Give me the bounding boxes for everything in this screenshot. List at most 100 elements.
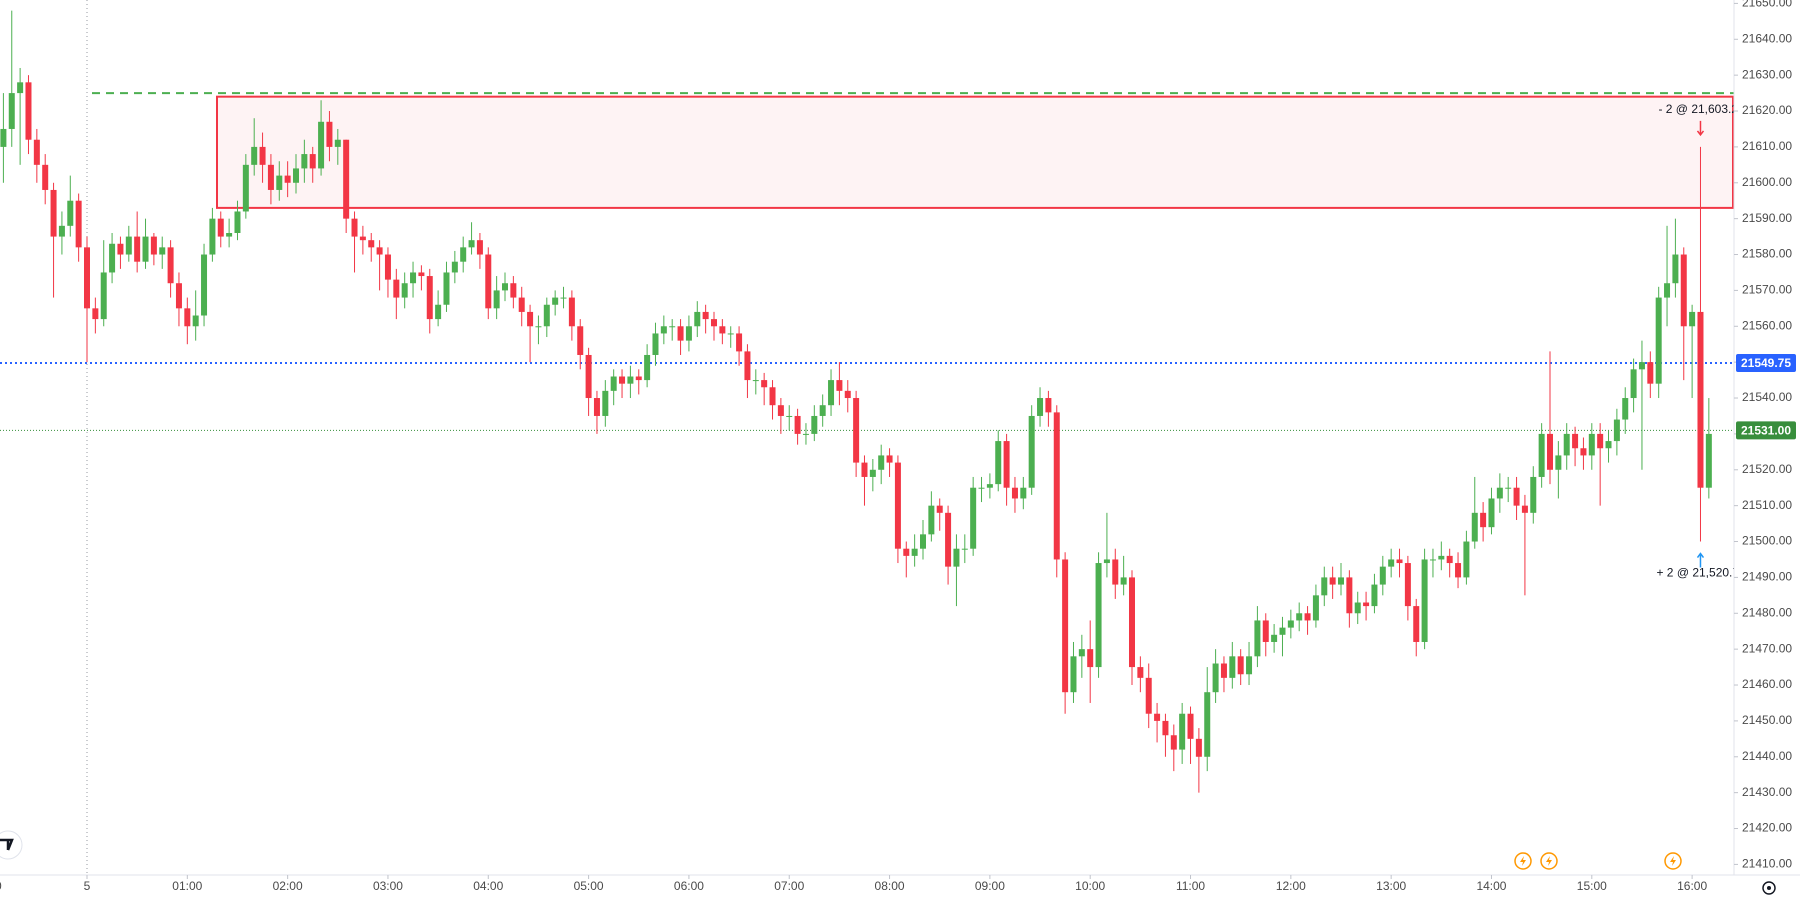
candle-body xyxy=(1547,433,1553,470)
candle-body xyxy=(970,487,977,549)
candle-body xyxy=(1371,584,1378,607)
event-icon[interactable] xyxy=(1540,852,1558,870)
x-tick-label: 05:00 xyxy=(574,879,604,893)
candle-body xyxy=(719,326,726,334)
candle-body xyxy=(1346,577,1353,614)
candle-body xyxy=(1480,512,1487,528)
candle-body xyxy=(802,433,809,435)
candle-body xyxy=(903,548,910,556)
candle-body xyxy=(1530,476,1537,513)
x-tick-label: 16:00 xyxy=(1677,879,1707,893)
candle-body xyxy=(67,200,74,226)
candle-body xyxy=(426,276,433,320)
candle-body xyxy=(326,121,333,147)
x-tick-label: 11:00 xyxy=(1176,879,1205,893)
candle-body xyxy=(1229,656,1236,678)
candle-body xyxy=(1580,448,1587,456)
y-tick-label: 21520.00 xyxy=(1742,462,1792,476)
candle-body xyxy=(368,240,375,248)
candle-body xyxy=(694,311,701,327)
candle-body xyxy=(58,225,65,237)
candle-body xyxy=(1438,555,1445,560)
y-tick-label: 21610.00 xyxy=(1742,139,1792,153)
candle-body xyxy=(794,415,801,434)
candle-body xyxy=(100,272,107,320)
candle-body xyxy=(1630,369,1637,399)
candle-body xyxy=(1011,487,1018,499)
candle-body xyxy=(460,247,467,262)
candle-body xyxy=(109,243,116,273)
candle-body xyxy=(928,505,935,535)
candle-body xyxy=(1689,311,1696,327)
event-icon[interactable] xyxy=(1514,852,1532,870)
candle-body xyxy=(1312,595,1319,621)
y-tick-label: 21450.00 xyxy=(1742,713,1792,727)
candle-body xyxy=(33,139,40,165)
candle-body xyxy=(1404,563,1411,607)
trade-label: + 2 @ 21,520.75 xyxy=(1656,566,1746,580)
candle-body xyxy=(1672,254,1679,284)
candle-body xyxy=(886,455,893,463)
candle-body xyxy=(50,189,57,237)
candle-body xyxy=(736,333,743,352)
candle-body xyxy=(527,311,534,327)
candle-body xyxy=(1471,512,1478,542)
candle-body xyxy=(1455,563,1462,578)
candle-body xyxy=(1396,559,1403,564)
candle-body xyxy=(702,311,709,320)
plot-area: - 2 @ 21,603.25 + 2 @ 21,520.75 xyxy=(0,0,1746,875)
settings-button[interactable] xyxy=(1762,881,1776,895)
y-tick-label: 21420.00 xyxy=(1742,821,1792,835)
candle-body xyxy=(786,415,793,417)
candle-body xyxy=(1045,398,1052,413)
candle-body xyxy=(1028,415,1035,488)
candle-body xyxy=(1103,559,1110,564)
candle-body xyxy=(167,247,174,284)
candle-body xyxy=(209,218,216,255)
candle-body xyxy=(1195,738,1202,757)
candle-body xyxy=(1388,559,1395,567)
candle-body xyxy=(1296,613,1303,621)
candle-body xyxy=(568,297,575,327)
candle-body xyxy=(1697,311,1704,488)
candle-body xyxy=(1655,297,1662,384)
candle-body xyxy=(610,376,617,391)
x-tick-label: 09:00 xyxy=(975,879,1005,893)
candle-body xyxy=(1179,713,1186,750)
candle-body xyxy=(978,487,985,489)
candle-body xyxy=(184,308,191,327)
candle-body xyxy=(334,139,341,147)
candle-body xyxy=(711,319,717,327)
candle-body xyxy=(1003,441,1010,488)
candle-body xyxy=(84,247,90,309)
candle-body xyxy=(669,326,676,328)
candle-body xyxy=(861,462,868,477)
candle-body xyxy=(593,398,600,416)
candle-body xyxy=(1087,649,1094,668)
candle-body xyxy=(995,441,1002,485)
candle-body xyxy=(1078,649,1085,657)
candle-body xyxy=(936,505,943,513)
event-icon[interactable] xyxy=(1664,852,1682,870)
candle-body xyxy=(201,254,208,316)
candle-body xyxy=(468,240,475,248)
candle-body xyxy=(769,387,776,406)
candle-body xyxy=(752,380,759,382)
candle-body xyxy=(1638,362,1645,370)
candle-body xyxy=(242,164,249,212)
candle-body xyxy=(159,247,166,255)
candle-body xyxy=(1154,713,1161,721)
candle-body xyxy=(619,376,626,384)
y-tick-label: 21510.00 xyxy=(1742,498,1792,512)
candle-body xyxy=(384,254,391,280)
candle-body xyxy=(1329,577,1336,585)
y-tick-label: 21590.00 xyxy=(1742,211,1792,225)
price-label-box xyxy=(1736,421,1796,440)
candle-body xyxy=(1563,433,1570,456)
candle-body xyxy=(1112,559,1119,585)
x-tick-label: 10:00 xyxy=(1075,879,1105,893)
candle-body xyxy=(685,326,692,341)
x-tick-label: 03:00 xyxy=(373,879,403,893)
